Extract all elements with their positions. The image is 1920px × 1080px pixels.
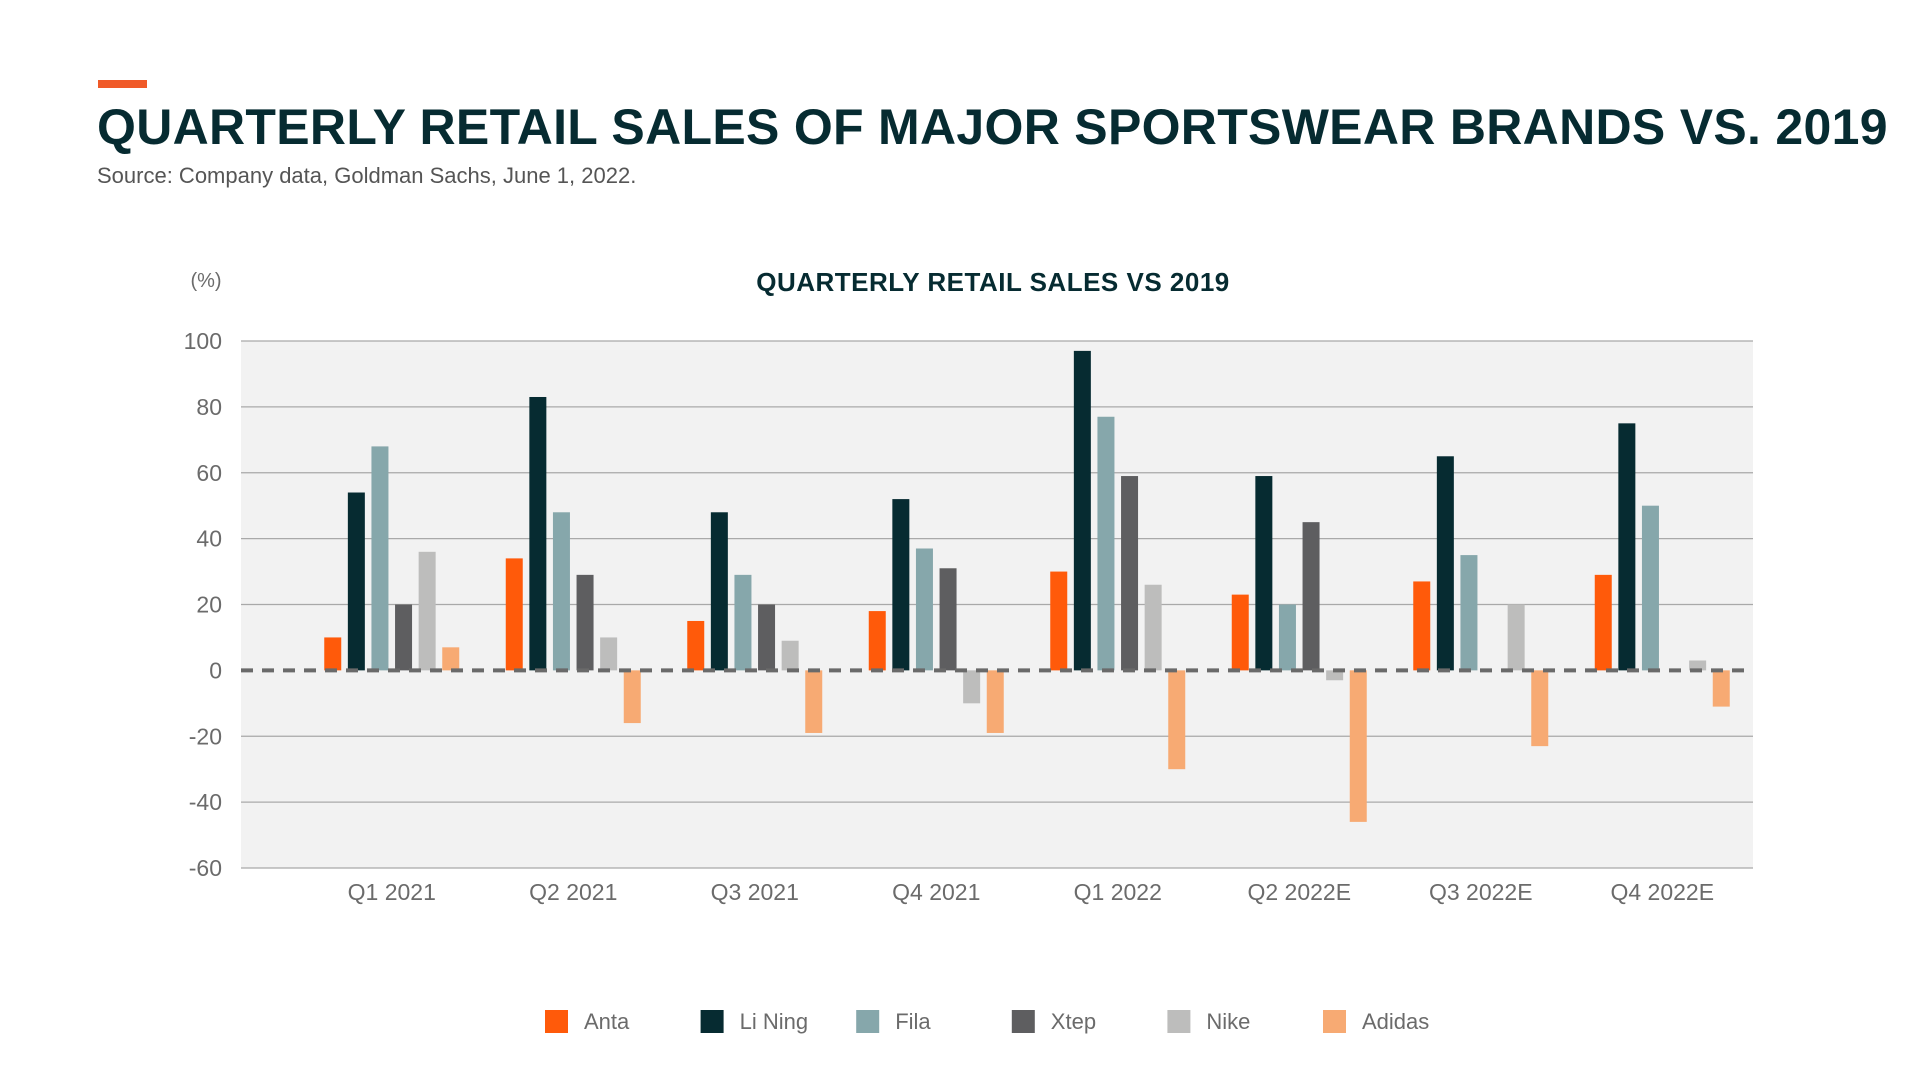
bar-nike (1144, 584, 1162, 671)
bar-li-ning (1073, 350, 1091, 671)
x-tick-label: Q1 2021 (348, 879, 436, 905)
bar-nike (1507, 604, 1525, 671)
bar-fila (734, 574, 752, 671)
legend-label-xtep: Xtep (1051, 1009, 1096, 1034)
bar-xtep (758, 604, 776, 671)
y-axis-unit-label: (%) (190, 270, 221, 292)
bar-fila (1641, 505, 1659, 671)
x-tick-label: Q1 2022 (1074, 879, 1162, 905)
title-accent-bar (98, 80, 147, 88)
bar-fila (1278, 604, 1296, 671)
bar-adidas (1168, 670, 1186, 770)
x-tick-label: Q2 2021 (529, 879, 617, 905)
bar-li-ning (1255, 476, 1273, 671)
bar-adidas (1712, 670, 1730, 707)
bar-fila (552, 512, 570, 671)
x-tick-labels: Q1 2021 Q2 2021 Q3 2021 Q4 2021 Q1 2022 Q2 20… (348, 879, 1714, 905)
legend-label-anta: Anta (584, 1009, 630, 1034)
y-tick-label: -20 (189, 723, 222, 749)
chart-title: QUARTERLY RETAIL SALES VS 2019 (756, 267, 1230, 297)
bar-xtep (395, 604, 413, 671)
bar-adidas (1349, 670, 1367, 822)
bar-fila (915, 548, 933, 671)
bar-xtep (576, 574, 594, 671)
bar-anta (505, 558, 523, 671)
bar-fila (371, 446, 389, 671)
x-tick-label: Q3 2022E (1429, 879, 1533, 905)
y-tick-label: 20 (196, 592, 222, 618)
bar-nike (963, 670, 981, 704)
bar-anta (1050, 571, 1068, 671)
bar-li-ning (1436, 456, 1454, 671)
bar-adidas (442, 647, 460, 671)
gridlines (241, 340, 1753, 869)
bar-nike (1326, 670, 1344, 681)
bar-adidas (1531, 670, 1549, 747)
legend-swatch-adidas (1323, 1010, 1346, 1033)
bar-anta (1231, 594, 1249, 671)
source-note: Source: Company data, Goldman Sachs, Jun… (97, 163, 637, 188)
legend-label-li-ning: Li Ning (740, 1009, 808, 1034)
bars (324, 350, 1730, 822)
bar-li-ning (529, 396, 547, 671)
x-tick-label: Q2 2022E (1247, 879, 1351, 905)
bar-nike (1689, 660, 1707, 671)
x-tick-label: Q4 2021 (892, 879, 980, 905)
y-tick-label: -60 (189, 855, 222, 881)
bar-li-ning (347, 492, 365, 671)
x-tick-label: Q4 2022E (1610, 879, 1714, 905)
bar-anta (868, 611, 886, 671)
legend-swatch-anta (545, 1010, 568, 1033)
bar-nike (781, 640, 799, 671)
y-tick-label: -40 (189, 789, 222, 815)
legend-label-nike: Nike (1206, 1009, 1250, 1034)
bar-adidas (623, 670, 641, 724)
bar-nike (600, 637, 618, 671)
y-tick-labels: 100 80 60 40 20 0 -20 -40 -60 (184, 328, 222, 881)
bar-xtep (1302, 522, 1320, 671)
bar-anta (1594, 574, 1612, 671)
legend-swatch-nike (1167, 1010, 1191, 1033)
bar-anta (687, 620, 705, 671)
bar-anta (324, 637, 342, 671)
y-tick-label: 0 (209, 657, 222, 683)
x-tick-label: Q3 2021 (711, 879, 799, 905)
y-tick-label: 80 (196, 394, 222, 420)
bar-fila (1460, 555, 1478, 671)
bar-xtep (1121, 476, 1139, 671)
legend-label-adidas: Adidas (1362, 1009, 1429, 1034)
bar-xtep (939, 568, 957, 671)
bar-nike (418, 551, 436, 671)
bar-li-ning (710, 512, 728, 671)
y-tick-label: 100 (184, 328, 222, 354)
y-tick-label: 40 (196, 526, 222, 552)
legend-label-fila: Fila (895, 1009, 931, 1034)
bar-fila (1097, 416, 1115, 671)
bar-li-ning (1618, 423, 1636, 671)
page-title: QUARTERLY RETAIL SALES OF MAJOR SPORTSWE… (97, 99, 1888, 155)
legend-swatch-li-ning (700, 1010, 724, 1033)
legend-swatch-fila (856, 1010, 880, 1033)
y-tick-label: 60 (196, 460, 222, 486)
legend-swatch-xtep (1011, 1010, 1035, 1033)
bar-li-ning (892, 499, 910, 671)
bar-adidas (986, 670, 1004, 733)
bar-adidas (805, 670, 823, 733)
legend: Anta Li Ning Fila Xtep Nike Adidas (545, 1009, 1429, 1034)
bar-anta (1413, 581, 1431, 671)
